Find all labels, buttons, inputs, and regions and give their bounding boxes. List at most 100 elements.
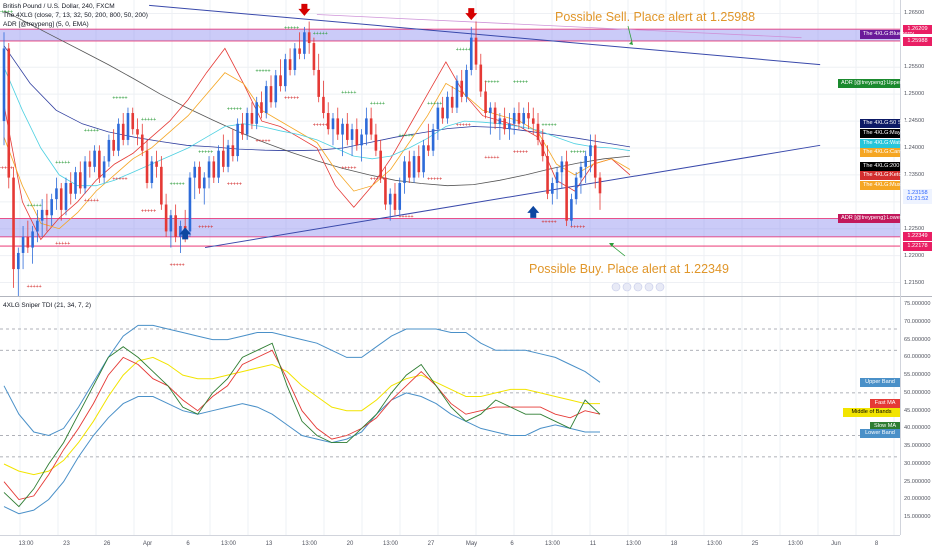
candle-body	[36, 220, 39, 232]
time-axis-label: 13:00	[544, 541, 561, 547]
candle-body	[403, 161, 406, 183]
candle-body	[555, 172, 559, 183]
pivot-dot-high: +++++	[456, 47, 471, 53]
down-arrow-marker	[465, 8, 478, 21]
candle-body	[369, 118, 373, 135]
candle-body	[412, 156, 416, 178]
time-axis-label: 6	[510, 541, 514, 547]
candle-body	[441, 107, 444, 119]
candle-body	[384, 177, 387, 205]
pivot-dot-low: +++++	[399, 214, 414, 220]
indicator-legend-tdi[interactable]: 4XLG Sniper TDI (21, 34, 7, 2)	[3, 302, 92, 309]
price-tick-label: 1.23500	[904, 171, 925, 178]
price-tag: ADR [@treypeng]:Lower ADR	[838, 214, 915, 223]
candle-body	[565, 161, 568, 221]
pivot-dot-low: +++++	[570, 225, 585, 231]
pivot-dot-high: +++++	[341, 90, 356, 96]
tdi-tick-label: 55.000000	[904, 372, 931, 379]
candle-body	[460, 80, 464, 97]
candle-body	[336, 118, 340, 135]
candle-body	[231, 145, 235, 157]
time-axis-label: 23	[63, 541, 70, 547]
time-axis-label: 26	[103, 541, 111, 547]
candle-body	[303, 32, 306, 54]
pivot-dot-high: +++++	[399, 133, 414, 139]
time-axis-label: 13	[265, 541, 273, 547]
candle-body	[40, 209, 44, 221]
candle-body	[341, 123, 344, 135]
pivot-dot-high: +++++	[227, 106, 242, 112]
price-tag: The 4XLG:200 SMA	[860, 161, 913, 171]
pivot-dot-high: +++++	[84, 128, 99, 134]
candle-body	[121, 123, 125, 140]
candle-body	[26, 236, 30, 248]
candle-body	[284, 59, 287, 87]
price-tick-label: 1.25500	[904, 64, 925, 71]
indicator-legend-4xlg[interactable]: The 4XLG (close, 7, 13, 32, 50, 200, 800…	[3, 12, 148, 19]
time-axis-label: 13:00	[18, 541, 34, 547]
sell-annotation-arrow	[627, 25, 633, 43]
up-arrow-marker	[527, 205, 540, 218]
candle-body	[326, 113, 330, 130]
candle-body	[188, 177, 192, 232]
tdi-tick-label: 20.000000	[904, 496, 931, 503]
candle-body	[493, 107, 497, 124]
candle-body	[274, 75, 278, 103]
candle-body	[169, 215, 173, 232]
candle-body	[455, 80, 459, 108]
candle-body	[102, 161, 106, 178]
candle-body	[150, 161, 154, 183]
candle-body	[55, 188, 58, 200]
candle-body	[350, 129, 354, 140]
candle-body	[17, 252, 20, 270]
candle-body	[260, 102, 263, 114]
down-arrow-marker	[298, 3, 311, 16]
candle-body	[2, 48, 6, 122]
pivot-dot-high: +++++	[313, 31, 328, 37]
candle-body	[407, 161, 411, 178]
time-axis-label: 8	[874, 541, 879, 547]
pivot-dot-low: +++++	[227, 182, 242, 188]
candle-body	[417, 156, 421, 173]
candle-body	[331, 118, 335, 130]
candle-body	[546, 156, 549, 194]
candle-body	[465, 69, 468, 97]
candle-body	[393, 193, 397, 210]
pivot-dot-high: +++++	[0, 9, 13, 15]
moving-average-line	[3, 67, 631, 187]
price-tag: 1.23158	[903, 188, 932, 198]
candle-body	[198, 166, 201, 189]
trendline-lower	[204, 144, 821, 249]
price-tick-label: 1.21500	[904, 279, 925, 286]
candle-body	[250, 113, 254, 124]
time-axis-label: 27	[427, 541, 435, 547]
pivot-dot-high: +++++	[112, 96, 127, 102]
candle-body	[298, 48, 301, 54]
tdi-tick-label: 40.000000	[904, 425, 931, 432]
price-tag: The 4XLG:Mustard	[860, 181, 910, 191]
tdi-tick-label: 65.000000	[904, 336, 931, 343]
candle-body	[574, 177, 578, 200]
candle-body	[279, 75, 282, 87]
candle-body	[179, 226, 182, 237]
candle-body	[174, 215, 177, 237]
price-tag: The 4XLG:Blueberry	[860, 30, 914, 40]
candle-body	[374, 134, 378, 151]
zone-band	[0, 218, 900, 237]
economic-event-flag-icon	[622, 282, 632, 292]
pivot-dot-high: +++++	[370, 101, 385, 107]
candle-body	[322, 96, 325, 114]
price-tag: 1.26209	[903, 24, 932, 34]
tdi-legend-tag: Fast MA	[870, 399, 900, 409]
pivot-dot-low: +++++	[313, 122, 328, 128]
pivot-dot-low: +++++	[198, 225, 213, 231]
candle-body	[136, 129, 139, 135]
indicator-legend-adr[interactable]: ADR [@treypeng] (5, 0, EMA)	[3, 21, 89, 28]
sell-annotation-arrowhead	[629, 41, 633, 45]
candle-body	[64, 182, 68, 210]
price-tag: The 4XLG:Water	[860, 138, 905, 148]
candle-body	[255, 102, 259, 124]
price-tick-label: 1.25000	[904, 91, 925, 98]
candle-body	[241, 123, 244, 135]
